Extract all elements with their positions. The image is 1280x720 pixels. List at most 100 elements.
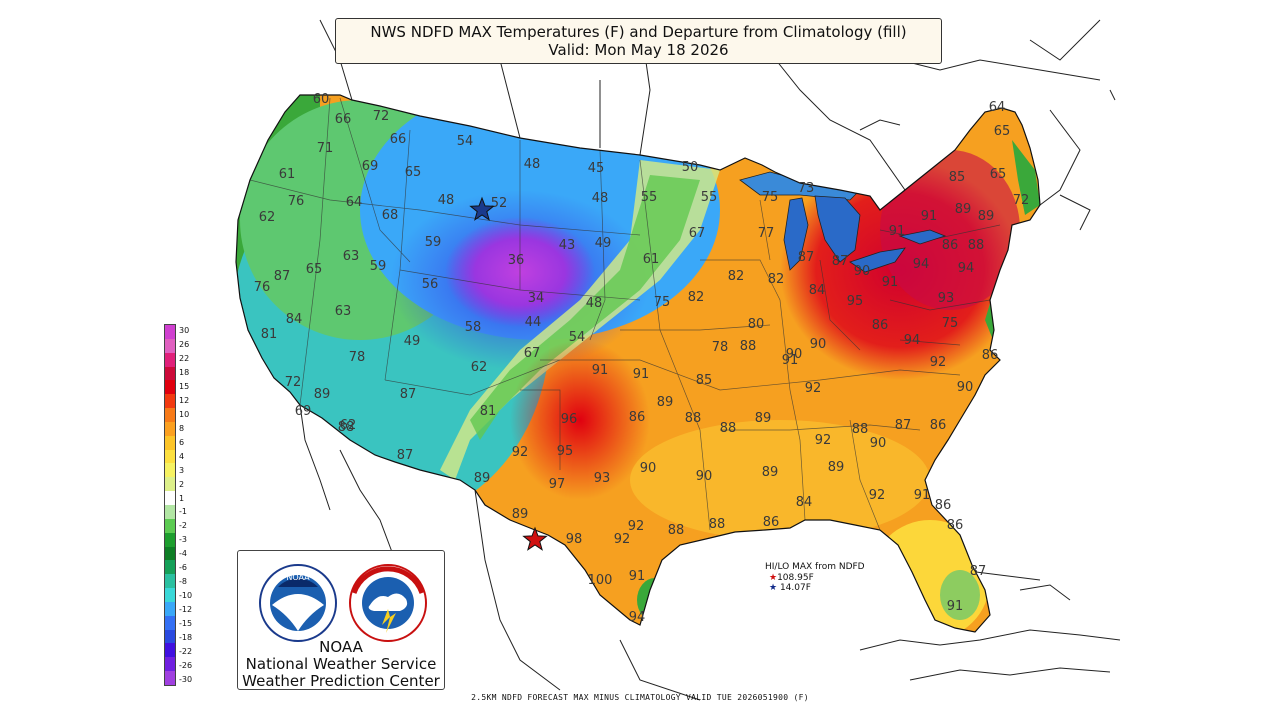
temperature-label: 49	[595, 236, 612, 251]
high-max-star-marker	[522, 526, 548, 551]
temperature-label: 68	[382, 208, 399, 223]
temperature-label: 80	[748, 317, 765, 332]
temperature-label: 86	[629, 410, 646, 425]
noaa-logo-box: NOAA NOAA National Weather Service Weath…	[237, 550, 445, 690]
temperature-label: 76	[288, 194, 305, 209]
temperature-label: 91	[889, 224, 906, 239]
map-title-box: NWS NDFD MAX Temperatures (F) and Depart…	[335, 18, 942, 64]
legend-swatch	[165, 338, 175, 353]
temperature-label: 86	[982, 348, 999, 363]
temperature-label: 81	[480, 404, 497, 419]
temperature-label: 62	[340, 418, 357, 433]
temperature-label: 75	[654, 295, 671, 310]
temperature-label: 88	[852, 422, 869, 437]
temperature-label: 86	[947, 518, 964, 533]
legend-swatch	[165, 352, 175, 367]
hilo-high-value: 108.95F	[777, 573, 814, 583]
temperature-label: 77	[758, 226, 775, 241]
legend-label: -10	[179, 591, 193, 600]
temperature-label: 91	[882, 275, 899, 290]
temperature-label: 88	[720, 421, 737, 436]
temperature-label: 43	[559, 238, 576, 253]
legend-swatch	[165, 601, 175, 616]
legend-label: -26	[179, 660, 193, 670]
legend-swatch	[165, 615, 175, 630]
temperature-label: 61	[643, 252, 660, 267]
legend-label: -15	[179, 618, 193, 628]
temperature-label: 89	[762, 465, 779, 480]
temperature-label: 90	[640, 461, 657, 476]
temperature-label: 97	[549, 477, 566, 492]
temperature-label: 59	[425, 235, 442, 250]
legend-swatch	[165, 504, 175, 519]
legend-label: 30	[179, 326, 190, 336]
temperature-label: 89	[828, 460, 845, 475]
temperature-label: 88	[685, 411, 702, 426]
temperature-label: 88	[668, 523, 685, 538]
temperature-label: 93	[938, 291, 955, 306]
legend-label: -4	[179, 549, 187, 559]
temperature-label: 90	[870, 436, 887, 451]
temperature-label: 89	[755, 411, 772, 426]
temperature-label: 90	[854, 264, 871, 279]
temperature-label: 63	[335, 304, 352, 319]
temperature-label: 86	[942, 238, 959, 253]
temperature-label: 62	[259, 210, 276, 225]
temperature-label: 88	[338, 420, 355, 435]
temperature-label: 56	[422, 277, 439, 292]
high-star-icon: ★	[769, 573, 778, 583]
temperature-label: 78	[712, 340, 729, 355]
legend-swatch	[165, 325, 175, 339]
legend-swatch	[165, 574, 175, 589]
temperature-label: 62	[471, 360, 488, 375]
temperature-label: 91	[629, 569, 646, 584]
temperature-label: 65	[994, 124, 1011, 139]
temperature-label: 75	[942, 316, 959, 331]
temperature-label: 91	[921, 209, 938, 224]
legend-label: -3	[179, 535, 187, 545]
temperature-label: 90	[786, 347, 803, 362]
temperature-label: 65	[405, 165, 422, 180]
hilo-high-row: ★108.95F	[769, 573, 814, 583]
legend-swatch	[165, 671, 175, 685]
legend-label: 3	[179, 465, 185, 475]
map-title: NWS NDFD MAX Temperatures (F) and Depart…	[370, 23, 907, 41]
legend-swatch	[165, 477, 175, 492]
temperature-label: 48	[586, 296, 603, 311]
legend-label: 2	[179, 479, 185, 489]
legend-swatch	[165, 463, 175, 478]
temperature-label: 89	[955, 202, 972, 217]
temperature-label: 87	[400, 387, 417, 402]
temperature-label: 92	[614, 532, 631, 547]
temperature-label: 92	[512, 445, 529, 460]
temperature-label: 85	[949, 170, 966, 185]
temperature-label: 78	[349, 350, 366, 365]
temperature-label: 98	[566, 532, 583, 547]
temperature-label: 87	[832, 254, 849, 269]
temperature-label: 65	[306, 262, 323, 277]
legend-label: 10	[179, 410, 190, 419]
temperature-label: 64	[989, 100, 1006, 115]
legend-swatch	[165, 491, 175, 505]
temperature-label: 94	[913, 257, 930, 272]
legend-label: 4	[179, 451, 185, 461]
temperature-label: 63	[343, 249, 360, 264]
temperature-label: 76	[254, 280, 271, 295]
temperature-label: 72	[373, 109, 390, 124]
temperature-label: 92	[869, 488, 886, 503]
nws-org-name: National Weather Service	[245, 655, 437, 673]
temperature-label: 84	[809, 283, 826, 298]
temperature-label: 72	[1013, 193, 1030, 208]
temperature-label: 90	[957, 380, 974, 395]
hilo-legend: HI/LO MAX from NDFD ★108.95F ★ 14.07F	[765, 562, 865, 594]
temperature-label: 48	[524, 157, 541, 172]
temperature-label: 44	[525, 315, 542, 330]
temperature-label: 54	[457, 134, 474, 149]
temperature-label: 100	[588, 573, 613, 588]
temperature-label: 94	[904, 333, 921, 348]
temperature-label: 91	[914, 488, 931, 503]
temperature-label: 89	[657, 395, 674, 410]
temperature-label: 89	[512, 507, 529, 522]
temperature-label: 87	[397, 448, 414, 463]
legend-label: 18	[179, 368, 190, 378]
